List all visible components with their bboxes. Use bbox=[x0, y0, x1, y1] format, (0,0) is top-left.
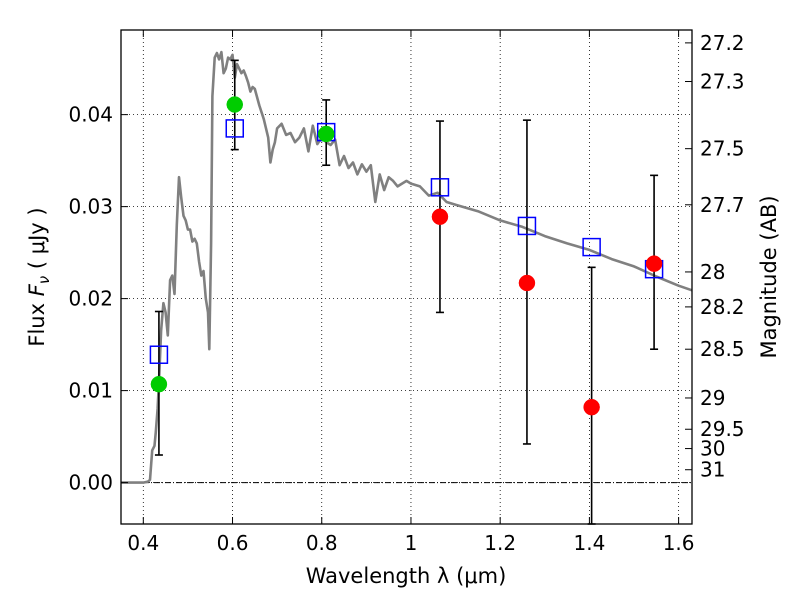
magnitude-tick-label: 27.2 bbox=[700, 31, 745, 55]
y-tick-label: 0.00 bbox=[68, 471, 113, 495]
open-square-point bbox=[517, 216, 537, 236]
y-axis-label-symbol: F bbox=[25, 283, 49, 296]
plot-frame bbox=[120, 29, 693, 525]
open-square-point bbox=[430, 178, 450, 197]
y-tick-label: 0.02 bbox=[68, 287, 113, 311]
tick-layer: 0.4 0.6 0.8 1 1.2 1.4 1.6 0.00 0.01 0.02 0.03 0.04 2… bbox=[68, 30, 745, 555]
open-square-point bbox=[582, 237, 601, 257]
x-tick-label: 1.2 bbox=[484, 531, 516, 555]
circle-point bbox=[317, 125, 335, 143]
x-tick-label: 0.4 bbox=[127, 531, 159, 555]
model-spectrum-line bbox=[121, 50, 693, 484]
circle-point bbox=[583, 398, 600, 416]
x-tick-label: 1.6 bbox=[663, 531, 695, 555]
y-tick-label: 0.03 bbox=[68, 195, 113, 219]
open-square-point bbox=[149, 345, 169, 364]
model-spectrum-layer bbox=[121, 50, 693, 484]
y-tick-label: 0.01 bbox=[68, 379, 113, 403]
magnitude-tick-label: 31 bbox=[700, 458, 725, 482]
circle-point bbox=[150, 375, 168, 393]
magnitude-tick-label: 29 bbox=[700, 386, 725, 410]
magnitude-tick-label: 29.5 bbox=[700, 417, 745, 441]
circle-point bbox=[431, 208, 449, 225]
x-tick-label: 0.8 bbox=[306, 531, 338, 555]
circle-point bbox=[226, 96, 244, 113]
magnitude-tick-label: 28 bbox=[700, 260, 725, 284]
magnitude-tick-label: 27.5 bbox=[700, 137, 745, 161]
magnitude-tick-label: 28.5 bbox=[700, 337, 745, 361]
y-axis-label-prefix: Flux bbox=[25, 296, 49, 346]
plot-background bbox=[121, 30, 692, 524]
x-tick-label: 1.4 bbox=[573, 531, 605, 555]
x-tick-label: 1 bbox=[405, 531, 418, 555]
magnitude-tick-label: 30 bbox=[700, 437, 725, 461]
y-tick-label: 0.04 bbox=[68, 103, 113, 127]
circle-point bbox=[518, 274, 536, 292]
open-square-point bbox=[225, 119, 245, 138]
magnitude-axis-label: Magnitude (AB) bbox=[757, 195, 781, 358]
x-tick-label: 0.6 bbox=[217, 531, 249, 555]
circle-marker-layer bbox=[150, 96, 663, 416]
x-axis-label: Wavelength λ (μm) bbox=[306, 564, 507, 588]
magnitude-tick-label: 27.3 bbox=[700, 70, 745, 94]
y-axis-label-suffix: ( μJy ) bbox=[25, 207, 49, 275]
y-axis-label-subscript: ν bbox=[35, 276, 53, 284]
y-axis-label: Flux Fν ( μJy ) bbox=[25, 207, 53, 346]
circle-point bbox=[645, 255, 663, 272]
magnitude-tick-label: 27.7 bbox=[700, 193, 745, 217]
magnitude-tick-label: 28.2 bbox=[700, 295, 745, 319]
